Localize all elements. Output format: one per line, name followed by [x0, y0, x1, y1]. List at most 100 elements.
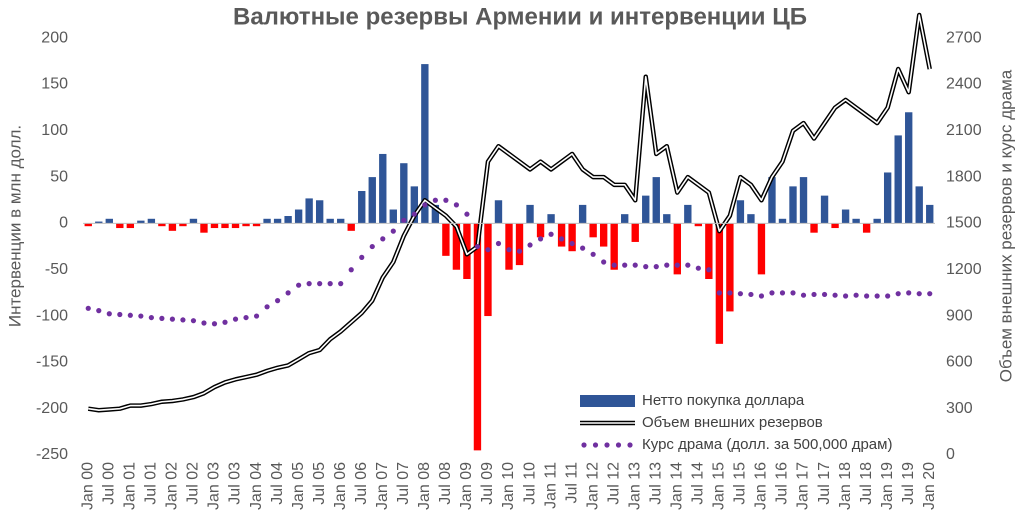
bar — [768, 177, 776, 224]
dot — [611, 262, 617, 268]
bar — [358, 191, 366, 224]
legend-swatch — [604, 442, 610, 448]
bar — [894, 135, 902, 224]
x-tick-label: Jul 14 — [690, 462, 707, 505]
bar — [189, 218, 198, 224]
y-tick-label: -50 — [45, 261, 68, 278]
x-tick-label: Jan 03 — [206, 462, 223, 510]
x-tick-label: Jul 02 — [185, 462, 202, 505]
dot — [338, 281, 344, 287]
x-tick-label: Jul 09 — [479, 462, 496, 505]
bar — [410, 186, 419, 224]
dot — [653, 264, 659, 270]
x-tick-label: Jul 03 — [227, 462, 244, 505]
bar — [736, 200, 745, 224]
x-tick-label: Jan 13 — [626, 462, 643, 510]
bar — [231, 223, 240, 229]
bar — [168, 223, 177, 231]
dot — [411, 211, 417, 217]
dot — [800, 292, 807, 298]
bar — [705, 223, 713, 279]
bar — [473, 223, 482, 451]
dot — [632, 262, 638, 268]
dot — [117, 311, 123, 318]
x-tick-label: Jul 05 — [311, 462, 328, 505]
legend-swatch — [627, 442, 633, 448]
x-tick-label: Jan 12 — [584, 462, 601, 510]
y2-tick-label: 2100 — [946, 122, 982, 139]
bar — [294, 209, 303, 224]
y-tick-label: -150 — [36, 354, 68, 371]
dot — [580, 245, 586, 251]
x-tick-label: Jul 19 — [900, 462, 917, 505]
x-tick-label: Jan 10 — [500, 462, 517, 510]
bar — [305, 198, 313, 224]
y-tick-label: 0 — [59, 215, 68, 232]
bar — [799, 177, 808, 224]
dot — [516, 248, 523, 254]
bar — [715, 223, 724, 344]
y-tick-label: -200 — [36, 400, 68, 417]
x-tick-label: Jul 10 — [521, 462, 538, 505]
dot — [821, 291, 828, 298]
y2-tick-label: 600 — [946, 354, 973, 371]
bar — [95, 221, 103, 224]
bar — [757, 223, 766, 275]
bar — [484, 223, 492, 317]
legend-swatch — [592, 442, 599, 448]
x-tick-label: Jan 11 — [542, 462, 559, 509]
x-tick-label: Jul 08 — [437, 462, 454, 505]
dot — [664, 262, 670, 268]
x-tick-label: Jul 06 — [353, 462, 370, 505]
dot — [537, 236, 544, 242]
dot — [874, 293, 880, 299]
dot — [148, 314, 154, 321]
x-tick-label: Jul 13 — [647, 462, 664, 505]
x-tick-label: Jan 04 — [248, 462, 265, 510]
bar — [200, 223, 208, 233]
bar — [442, 223, 450, 256]
dot — [474, 243, 481, 250]
x-tick-label: Jul 17 — [816, 462, 833, 505]
dot — [274, 298, 281, 304]
x-tick-label: Jan 15 — [711, 462, 728, 510]
y-axis-title: Интервенции в млн долл. — [5, 125, 24, 327]
dot — [85, 305, 91, 311]
dot — [716, 290, 722, 296]
y-tick-label: 100 — [41, 122, 68, 139]
y2-tick-label: 0 — [946, 446, 955, 463]
dot — [169, 316, 176, 322]
bar — [158, 223, 166, 227]
bar — [147, 218, 156, 224]
bar — [905, 112, 913, 224]
bar — [810, 223, 818, 233]
bar — [284, 216, 292, 224]
dot — [401, 217, 407, 223]
bar — [400, 163, 408, 224]
bar — [873, 218, 881, 224]
bar — [820, 195, 829, 224]
y2-tick-label: 300 — [946, 400, 973, 417]
dot — [264, 304, 270, 310]
dot — [485, 247, 491, 253]
x-tick-label: Jan 16 — [753, 462, 770, 510]
bar — [631, 223, 639, 242]
x-tick-label: Jan 18 — [837, 462, 854, 510]
dot — [432, 197, 438, 203]
dot — [243, 314, 249, 321]
bar — [526, 204, 534, 224]
x-tick-label: Jan 19 — [879, 462, 896, 510]
y-tick-label: -100 — [36, 307, 68, 324]
y2-tick-label: 2400 — [946, 76, 982, 93]
bar — [421, 64, 429, 224]
bar — [852, 218, 860, 224]
bar — [315, 200, 324, 224]
dot — [569, 240, 575, 247]
bar — [673, 223, 681, 275]
y-tick-label: 50 — [50, 168, 68, 185]
dot — [180, 317, 186, 323]
chart-title: Валютные резервы Армении и интервенции Ц… — [233, 3, 807, 30]
x-tick-label: Jan 06 — [332, 462, 349, 510]
dot — [327, 281, 333, 287]
dot — [201, 320, 207, 326]
